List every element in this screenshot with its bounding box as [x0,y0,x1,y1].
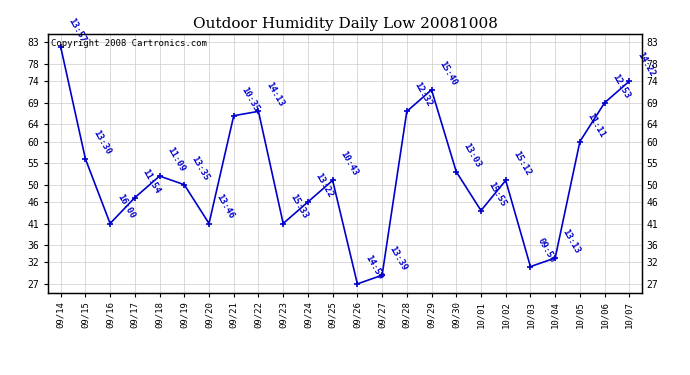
Text: 13:30: 13:30 [91,128,112,156]
Text: 13:13: 13:13 [561,228,582,255]
Text: 15:40: 15:40 [437,59,458,87]
Text: 12:53: 12:53 [610,72,631,100]
Text: 13:22: 13:22 [313,171,335,199]
Text: 13:46: 13:46 [215,193,236,221]
Text: 13:35: 13:35 [190,154,211,182]
Text: 10:35: 10:35 [239,85,261,113]
Text: 15:12: 15:12 [511,150,533,178]
Text: 15:33: 15:33 [288,193,310,221]
Text: 16:00: 16:00 [116,193,137,221]
Text: 12:32: 12:32 [413,81,433,109]
Text: 13:03: 13:03 [462,141,483,169]
Text: 15:55: 15:55 [486,180,508,208]
Text: 10:43: 10:43 [338,150,359,178]
Text: 09:58: 09:58 [536,236,558,264]
Text: 14:59: 14:59 [363,254,384,281]
Text: 13:57: 13:57 [66,16,88,44]
Text: 11:11: 11:11 [585,111,607,139]
Text: Copyright 2008 Cartronics.com: Copyright 2008 Cartronics.com [51,39,207,48]
Text: 13:39: 13:39 [388,245,409,273]
Title: Outdoor Humidity Daily Low 20081008: Outdoor Humidity Daily Low 20081008 [193,17,497,31]
Text: 11:09: 11:09 [165,146,186,173]
Text: 14:22: 14:22 [635,51,656,78]
Text: 14:13: 14:13 [264,81,285,109]
Text: 11:54: 11:54 [140,167,161,195]
